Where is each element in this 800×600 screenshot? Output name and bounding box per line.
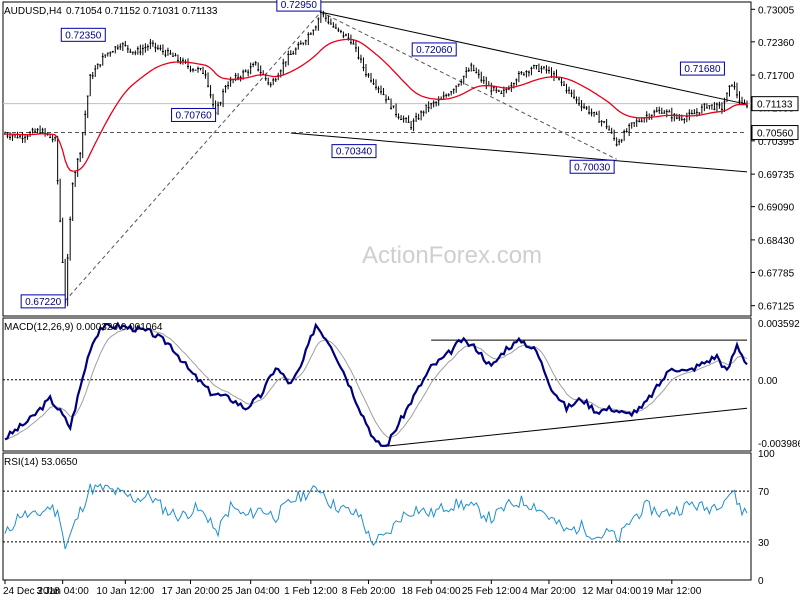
annotation-label: 0.70760 (175, 110, 212, 121)
annotation-box (569, 159, 615, 174)
annotation-label: 0.67220 (25, 297, 62, 308)
rsi-line (4, 483, 748, 550)
macd-signal-line (4, 327, 748, 440)
price-annotation: 0.70340 (331, 144, 377, 159)
rsi-level-lines (3, 490, 751, 543)
macd-tick-label: -0.003986 (758, 439, 800, 450)
price-panel-frame (2, 1, 752, 317)
time-tick-label: 4 Mar 20:00 (522, 586, 576, 597)
annotation-label: 0.70030 (574, 162, 611, 173)
price-annotation: 0.72060 (411, 42, 457, 57)
price-tag-label: 0.70560 (757, 129, 794, 140)
annotation-label: 0.70340 (336, 147, 373, 158)
annotation-box (171, 107, 217, 122)
price-annotation: 0.72950 (276, 0, 322, 12)
time-tick-label: 19 Mar 12:00 (642, 586, 701, 597)
chart-ohlc: 0.71054 0.71152 0.71031 0.71133 (66, 6, 218, 17)
annotation-label: 0.71680 (684, 64, 721, 75)
time-tick-label: 25 Jan 04:00 (222, 586, 280, 597)
annotation-label: 0.72060 (416, 45, 453, 56)
price-tick-label: 0.71700 (758, 71, 795, 82)
annotation-box (20, 294, 66, 309)
macd-axis: 0.003592 0.00 -0.003986 (758, 319, 800, 450)
price-annotation: 0.70030 (569, 159, 615, 174)
macd-line (4, 321, 748, 448)
price-tag-box (751, 125, 799, 141)
price-tick-label: 0.67785 (758, 268, 795, 279)
time-tick-label: 10 Jan 12:00 (96, 586, 154, 597)
rsi-axis: 100 70 30 0 (758, 449, 775, 587)
moving-average-line (5, 38, 748, 172)
annotation-label: 0.72950 (281, 0, 318, 11)
price-trendlines (3, 11, 751, 302)
price-tag-box (751, 96, 799, 112)
macd-panel-frame (2, 317, 752, 452)
time-tick-label: 18 Feb 04:00 (402, 586, 461, 597)
annotation-box (411, 42, 457, 57)
price-annotation: 0.71680 (679, 61, 725, 76)
macd-tick-label: 0.00 (758, 376, 778, 387)
annotation-label: 0.72350 (65, 30, 102, 41)
annotation-box (679, 61, 725, 76)
chart-symbol: AUDUSD,H4 (4, 6, 62, 17)
price-tag: 0.71133 (751, 96, 799, 112)
annotation-box (276, 0, 322, 12)
price-tag-label: 0.71133 (757, 100, 793, 111)
rsi-title: RSI(14) 53.0650 (4, 457, 78, 468)
panel-frames (2, 1, 752, 581)
price-annotations: 0.72950 0.72350 0.70760 0.70340 0.72060 0.716… (20, 0, 725, 309)
price-annotation: 0.67220 (20, 294, 66, 309)
watermark: ActionForex.com (362, 242, 542, 269)
trendline-decline-dashed (320, 11, 617, 160)
price-tick-label: 0.70395 (758, 137, 795, 148)
rsi-tick-label: 70 (758, 487, 770, 498)
price-tick-label: 0.68430 (758, 236, 795, 247)
price-tick-label: 0.67125 (758, 302, 795, 313)
trendline-macd-support (385, 407, 748, 447)
price-annotation: 0.70760 (171, 107, 217, 122)
time-tick-label: 25 Feb 12:00 (462, 586, 521, 597)
annotation-box (60, 27, 106, 42)
price-tag: 0.70560 (751, 125, 799, 141)
price-tick-label: 0.72360 (758, 38, 795, 49)
rsi-tick-label: 0 (758, 576, 764, 587)
price-tick-label: 0.69090 (758, 203, 795, 214)
macd-title: MACD(12,26,9) 0.000326 0.001064 (4, 322, 163, 333)
rsi-panel-frame (2, 452, 752, 581)
price-tick-label: 0.73005 (758, 5, 795, 16)
rsi-tick-label: 100 (758, 449, 775, 460)
time-tick-label: 24 Dec 2018 (3, 586, 60, 597)
rsi-tick-label: 30 (758, 538, 770, 549)
macd-tick-label: 0.003592 (758, 319, 800, 330)
trendline-support-dashed (64, 11, 322, 302)
price-axis: 0.730050.723600.717000.710550.703950.697… (751, 5, 799, 313)
time-tick-label: 8 Feb 20:00 (342, 586, 396, 597)
trendline-lower-channel (290, 132, 748, 173)
price-tick-label: 0.69735 (758, 170, 795, 181)
price-annotation: 0.72350 (60, 27, 106, 42)
time-tick-label: 12 Mar 04:00 (582, 586, 641, 597)
trendline-upper-channel (320, 11, 748, 105)
time-tick-label: 17 Jan 20:00 (162, 586, 220, 597)
annotation-box (331, 144, 377, 159)
macd-trendlines (3, 339, 751, 447)
time-tick-label: 1 Feb 12:00 (284, 586, 338, 597)
time-tick-label: 3 Jan 04:00 (37, 586, 90, 597)
